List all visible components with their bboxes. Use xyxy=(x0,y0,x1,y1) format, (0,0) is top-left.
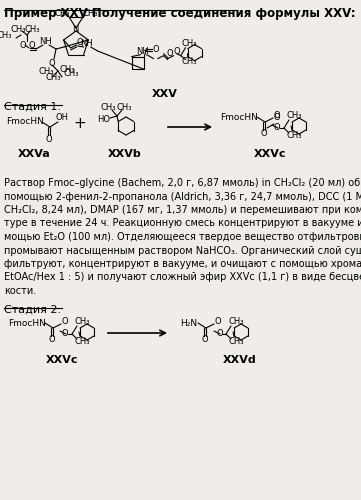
Text: O: O xyxy=(76,38,83,48)
Text: кости.: кости. xyxy=(4,286,36,296)
Text: помощью 2-фенил-2-пропанола (Aldrich, 3,36 г, 24,7 ммоль), DCC (1 М раствор в: помощью 2-фенил-2-пропанола (Aldrich, 3,… xyxy=(4,192,361,202)
Text: EtOAc/Hex 1 : 5) и получают сложный эфир XXVc (1,1 г) в виде бесцветной вязкой ж: EtOAc/Hex 1 : 5) и получают сложный эфир… xyxy=(4,272,361,282)
Text: H₂N: H₂N xyxy=(180,318,197,328)
Text: CH₃: CH₃ xyxy=(228,336,244,345)
Text: O: O xyxy=(274,110,280,120)
Text: O: O xyxy=(202,336,208,344)
Text: O: O xyxy=(215,316,221,326)
Text: NH: NH xyxy=(136,47,149,56)
Text: NH: NH xyxy=(80,40,93,48)
Text: XXVc: XXVc xyxy=(46,355,78,365)
Text: O: O xyxy=(62,330,68,338)
Text: CH₃: CH₃ xyxy=(286,130,302,140)
Text: CH₃: CH₃ xyxy=(82,8,98,18)
Text: O: O xyxy=(217,330,223,338)
Text: CH₃: CH₃ xyxy=(228,318,244,326)
Text: CH₃: CH₃ xyxy=(24,24,40,34)
Text: O: O xyxy=(173,47,180,56)
Text: CH₃: CH₃ xyxy=(74,336,90,345)
Text: мощью Et₂O (100 мл). Отделяющееся твердое вещество отфильтровывают и фильтрат: мощью Et₂O (100 мл). Отделяющееся твердо… xyxy=(4,232,361,242)
Text: CH₂Cl₂, 8,24 мл), DMAP (167 мг, 1,37 ммоль) и перемешивают при комнатной темпера: CH₂Cl₂, 8,24 мл), DMAP (167 мг, 1,37 ммо… xyxy=(4,205,361,215)
Text: CH₃: CH₃ xyxy=(60,64,75,74)
Text: CH₃: CH₃ xyxy=(54,8,70,18)
Text: XXV: XXV xyxy=(152,89,178,99)
Text: +: + xyxy=(74,116,86,132)
Text: O: O xyxy=(152,45,159,54)
Text: O: O xyxy=(261,128,267,138)
Text: O: O xyxy=(20,40,26,50)
Text: O: O xyxy=(274,124,280,132)
Text: CH₃: CH₃ xyxy=(63,70,78,78)
Text: CH₃: CH₃ xyxy=(10,24,26,34)
Text: промывают насыщенным раствором NaHCO₃. Органический слой сушат (MgSO₄),: промывают насыщенным раствором NaHCO₃. О… xyxy=(4,246,361,256)
Text: O: O xyxy=(46,134,52,143)
Text: CH₃: CH₃ xyxy=(182,39,197,48)
Text: O: O xyxy=(49,58,55,68)
Text: CH₃: CH₃ xyxy=(286,112,302,120)
Text: туре в течение 24 ч. Реакционную смесь концентрируют в вакууме и разбавляют с по: туре в течение 24 ч. Реакционную смесь к… xyxy=(4,218,361,228)
Text: FmocHN: FmocHN xyxy=(220,112,258,122)
Text: O: O xyxy=(29,40,35,50)
Text: Стадия 2:: Стадия 2: xyxy=(4,305,61,315)
Text: Стадия 1:: Стадия 1: xyxy=(4,102,61,112)
Text: CH₃: CH₃ xyxy=(0,30,12,40)
Text: CH₃: CH₃ xyxy=(182,57,197,66)
Text: CH₃: CH₃ xyxy=(38,66,54,76)
Text: XXVa: XXVa xyxy=(18,149,51,159)
Text: FmocHN: FmocHN xyxy=(6,118,44,126)
Text: CH₃: CH₃ xyxy=(45,72,61,82)
Text: CH₃: CH₃ xyxy=(74,318,90,326)
Text: OH: OH xyxy=(56,114,69,122)
Text: XXVb: XXVb xyxy=(108,149,142,159)
Text: CH₃: CH₃ xyxy=(100,104,116,112)
Text: Раствор Fmoc–glycine (Bachem, 2,0 г, 6,87 ммоль) in CH₂Cl₂ (20 мл) обрабатывают : Раствор Fmoc–glycine (Bachem, 2,0 г, 6,8… xyxy=(4,178,361,188)
Text: XXVc: XXVc xyxy=(254,149,286,159)
Text: Пример XXV Получение соединения формулы XXV:: Пример XXV Получение соединения формулы … xyxy=(4,7,356,20)
Text: O: O xyxy=(274,114,280,122)
Text: N: N xyxy=(72,26,78,35)
Text: CH₃: CH₃ xyxy=(116,104,132,112)
Text: XXVd: XXVd xyxy=(223,355,257,365)
Text: HO: HO xyxy=(97,114,110,124)
Text: NH: NH xyxy=(39,36,51,46)
Text: фильтруют, концентрируют в вакууме, и очищают с помощью хроматографии (SiO₂,: фильтруют, концентрируют в вакууме, и оч… xyxy=(4,259,361,269)
Text: FmocHN: FmocHN xyxy=(8,318,46,328)
Text: O: O xyxy=(49,334,55,344)
Text: O: O xyxy=(62,316,68,326)
Text: O: O xyxy=(166,49,173,58)
